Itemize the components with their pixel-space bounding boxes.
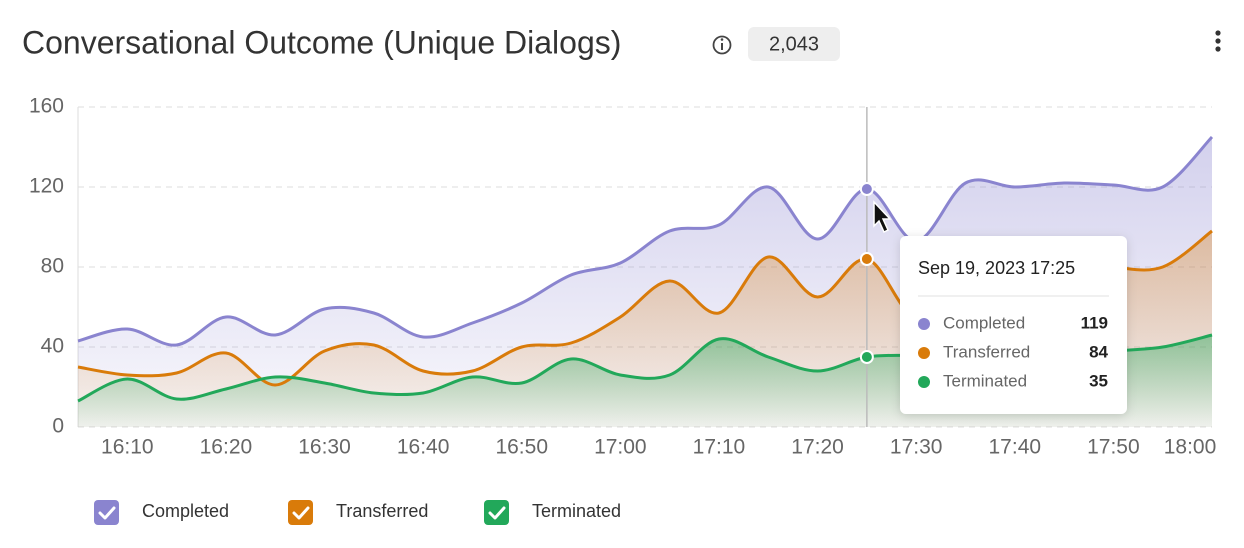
- tooltip-value: 84: [1089, 342, 1108, 361]
- chart-title: Conversational Outcome (Unique Dialogs): [22, 24, 621, 60]
- tooltip-swatch: [918, 318, 930, 330]
- header-extras: 2,043: [712, 27, 1221, 61]
- x-tick-label: 16:20: [200, 436, 253, 459]
- tooltip-series-name: Transferred: [943, 342, 1030, 361]
- cursor: [873, 200, 892, 234]
- info-icon[interactable]: [712, 35, 732, 55]
- tooltip-series-name: Terminated: [943, 371, 1027, 390]
- legend-checkbox: [94, 500, 119, 525]
- hover-point: [859, 252, 874, 266]
- hover-point: [859, 350, 874, 364]
- y-tick-label: 40: [41, 335, 64, 358]
- legend-item[interactable]: Terminated: [484, 500, 621, 525]
- legend-check: [292, 506, 310, 520]
- tooltip-value: 35: [1089, 371, 1108, 390]
- menu-dot: [1215, 38, 1221, 44]
- menu-dot: [1215, 46, 1221, 52]
- x-tick-label: 17:40: [989, 436, 1042, 459]
- legend-item[interactable]: Transferred: [288, 500, 428, 525]
- menu-dot: [1215, 30, 1221, 36]
- legend-checkbox: [484, 500, 509, 525]
- legend-checkbox: [288, 500, 313, 525]
- legend-label: Terminated: [532, 501, 621, 521]
- line: [77, 135, 1214, 347]
- menu-button[interactable]: [1215, 30, 1221, 52]
- legend-check: [488, 506, 506, 520]
- y-tick-label: 160: [29, 95, 64, 118]
- x-tick-label: 17:10: [693, 436, 746, 459]
- legend-label: Completed: [142, 501, 229, 521]
- tooltip-title: Sep 19, 2023 17:25: [918, 258, 1075, 278]
- x-tick-label: 18:00: [1164, 436, 1217, 459]
- legend-item[interactable]: Completed: [94, 500, 229, 525]
- y-tick-label: 80: [41, 255, 64, 278]
- x-tick-label: 17:00: [594, 436, 647, 459]
- total-badge: [748, 27, 840, 61]
- x-tick-label: 16:40: [397, 436, 450, 459]
- tooltip-series-name: Completed: [943, 313, 1025, 332]
- info-icon-dot: [720, 38, 724, 41]
- x-tick-label: 16:10: [101, 436, 154, 459]
- x-tick-label: 17:30: [890, 436, 943, 459]
- x-tick-label: 16:50: [495, 436, 548, 459]
- tooltip-swatch: [918, 376, 930, 388]
- total-count: 2,043: [769, 33, 819, 55]
- tooltip-box: [900, 236, 1127, 414]
- legend-label: Transferred: [336, 501, 428, 521]
- y-tick-label: 0: [52, 415, 64, 438]
- x-tick-label: 17:50: [1087, 436, 1140, 459]
- hover-point: [859, 182, 874, 196]
- legend-check: [98, 506, 116, 520]
- tooltip-swatch: [918, 347, 930, 359]
- tooltip-value: 119: [1081, 313, 1108, 332]
- x-tick-label: 16:30: [298, 436, 351, 459]
- y-tick-label: 120: [29, 175, 64, 198]
- x-tick-label: 17:20: [791, 436, 844, 459]
